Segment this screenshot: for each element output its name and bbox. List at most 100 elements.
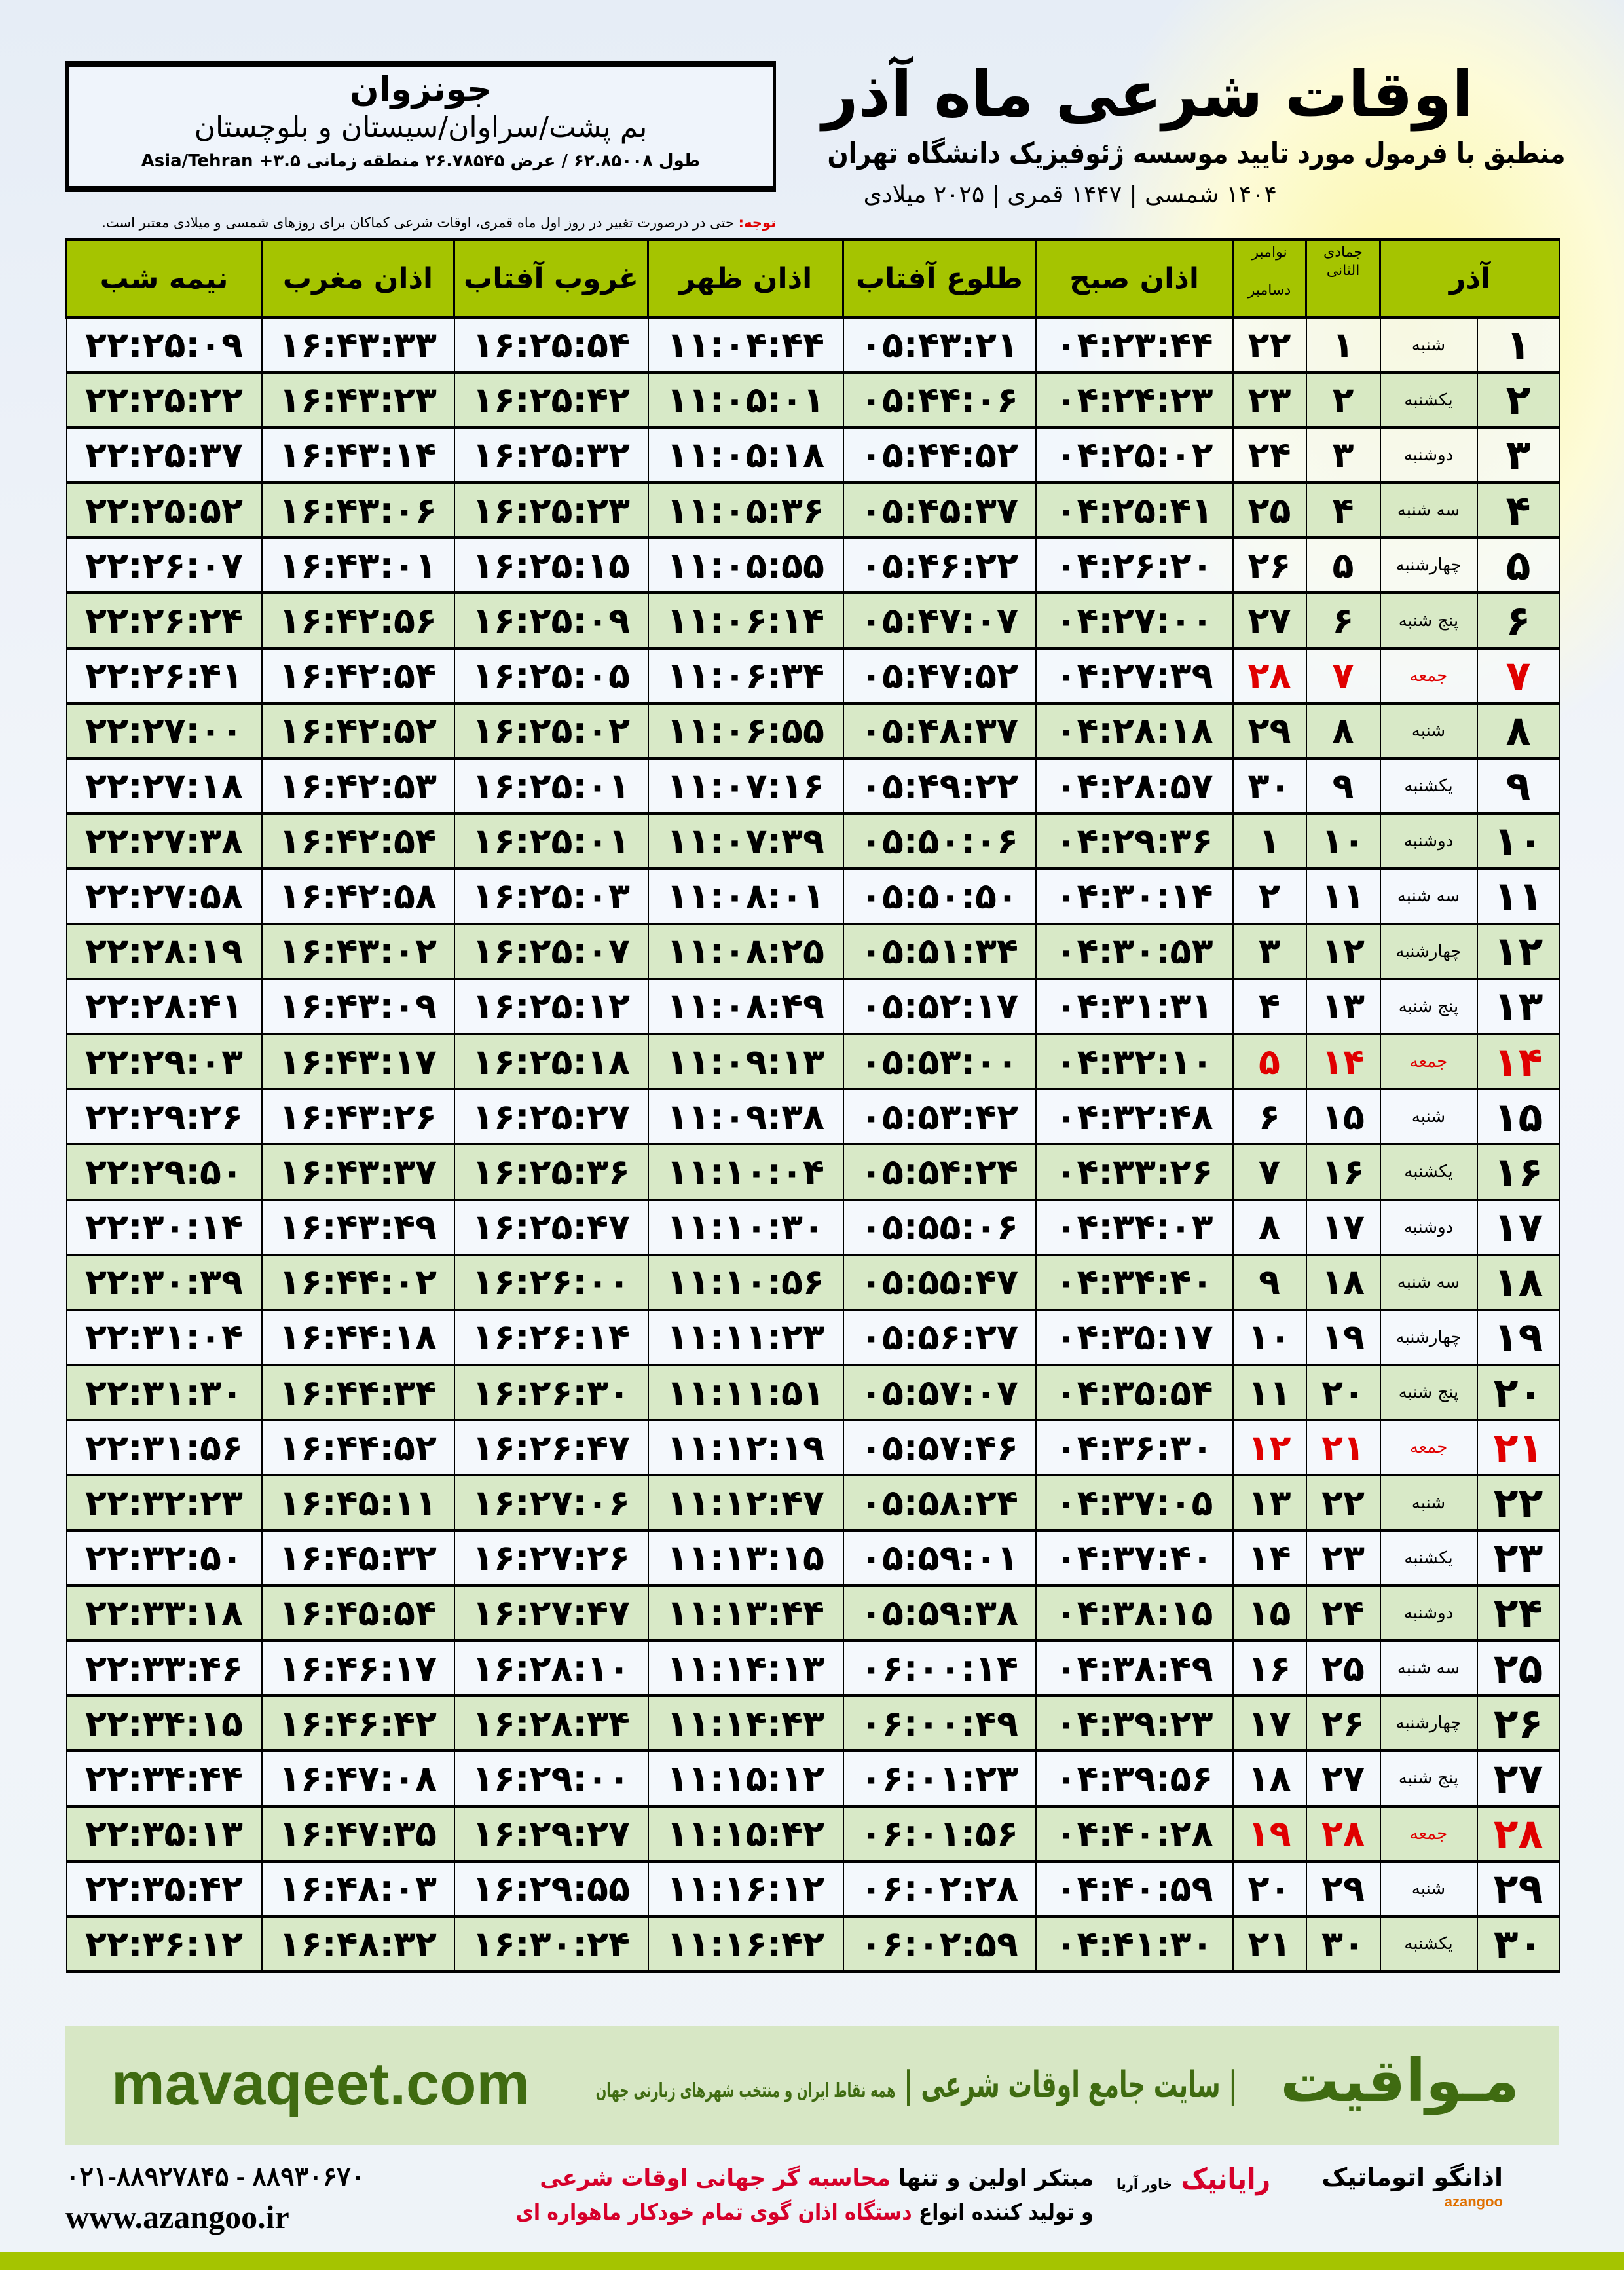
fajr-time-cell: ۰۴:۲۵:۰۲: [1035, 426, 1234, 485]
azar-day: ۹: [1505, 762, 1531, 810]
fajr-time: ۰۴:۲۵:۰۲: [1055, 434, 1213, 476]
weekday-cell: سه شنبه: [1379, 1253, 1478, 1311]
table-row: ۱۴ جمعه ۱۴ ۵ ۰۴:۳۲:۱۰ ۰۵:۵۳:۰۰ ۱۱:۰۹:۱۳ ۱۶:۲۵:۱…: [65, 1032, 1560, 1091]
dhuhr-time: ۱۱:۰۸:۰۱: [667, 875, 824, 917]
gregorian-day-cell: ۲۱: [1232, 1914, 1307, 1973]
weekday: پنج شنبه: [1398, 1383, 1459, 1403]
azar-day: ۵: [1505, 541, 1531, 589]
fajr-time: ۰۴:۲۴:۲۳: [1055, 379, 1213, 421]
weekday: چهارشنبه: [1395, 555, 1462, 576]
maghrib-time-cell: ۱۶:۴۲:۵۸: [261, 867, 455, 925]
weekday-cell: پنج شنبه: [1379, 1364, 1478, 1422]
fajr-time: ۰۴:۳۱:۳۱: [1055, 986, 1213, 1028]
midnight-time-cell: ۲۲:۳۱:۵۶: [65, 1419, 263, 1477]
table-header: آذر جمادی الثانی نوامبر دسامبر اذان صبح ط…: [65, 238, 1560, 319]
sunset-time: ۱۶:۲۹:۰۰: [472, 1757, 630, 1799]
fajr-time: ۰۴:۲۶:۲۰: [1055, 544, 1213, 586]
azar-day-cell: ۹: [1476, 756, 1560, 815]
gregorian-day: ۱۸: [1247, 1757, 1291, 1799]
maghrib-time: ۱۶:۴۳:۲۶: [279, 1096, 437, 1138]
gregorian-day-cell: ۲۷: [1232, 591, 1307, 650]
weekday-cell: چهارشنبه: [1379, 536, 1478, 595]
hijri-day: ۳۰: [1321, 1923, 1365, 1965]
city-name: جونزوان: [350, 70, 492, 109]
azangoo-logo: اذانگو اتوماتیک azangoo: [1287, 2161, 1503, 2211]
maghrib-time: ۱۶:۴۳:۲۳: [279, 379, 437, 421]
azangoo-name-line: اذانگو اتوماتیک: [1287, 2161, 1503, 2193]
gregorian-day-cell: ۱۰: [1232, 1308, 1307, 1367]
fajr-time: ۰۴:۳۲:۴۸: [1055, 1096, 1213, 1138]
weekday: شنبه: [1411, 720, 1446, 741]
midnight-time-cell: ۲۲:۲۹:۲۶: [65, 1088, 263, 1146]
maghrib-time-cell: ۱۶:۴۳:۰۲: [261, 922, 455, 980]
gregorian-day-cell: ۱۱: [1232, 1364, 1307, 1422]
azar-day: ۱۹: [1493, 1313, 1543, 1362]
azar-day-cell: ۸: [1476, 701, 1560, 760]
sunrise-time: ۰۶:۰۲:۵۹: [860, 1923, 1018, 1965]
sunrise-time: ۰۵:۵۸:۲۴: [860, 1482, 1018, 1524]
azar-day-cell: ۱۹: [1476, 1308, 1560, 1367]
hijri-day-cell: ۱۱: [1305, 867, 1381, 925]
dhuhr-time-cell: ۱۱:۱۶:۴۲: [647, 1914, 844, 1973]
phone-numbers: ۰۲۱-۸۸۹۲۷۸۴۵ - ۸۸۹۳۰۶۷۰: [65, 2163, 365, 2191]
sunrise-time: ۰۵:۵۵:۴۷: [860, 1261, 1018, 1303]
weekday: دوشنبه: [1403, 831, 1454, 851]
midnight-time-cell: ۲۲:۲۵:۳۷: [65, 426, 263, 485]
sunrise-time-cell: ۰۵:۴۹:۲۲: [842, 756, 1037, 815]
dhuhr-time-cell: ۱۱:۰۵:۱۸: [647, 426, 844, 485]
weekday: چهارشنبه: [1395, 1713, 1462, 1734]
midnight-time-cell: ۲۲:۲۷:۱۸: [65, 756, 263, 815]
gregorian-day: ۱۴: [1247, 1537, 1291, 1579]
azar-day: ۸: [1505, 707, 1531, 755]
table-row: ۱۵ شنبه ۱۵ ۶ ۰۴:۳۲:۴۸ ۰۵:۵۳:۴۲ ۱۱:۰۹:۳۸ ۱۶:۲۵:۲…: [65, 1088, 1560, 1146]
fajr-time-cell: ۰۴:۲۷:۳۹: [1035, 646, 1234, 705]
weekday-cell: یکشنبه: [1379, 1529, 1478, 1587]
rayanik-content: رایانیک خاور آریا: [1116, 2161, 1270, 2203]
gregorian-day: ۲: [1259, 875, 1280, 917]
azar-day: ۲۸: [1493, 1810, 1543, 1858]
dhuhr-time-cell: ۱۱:۱۳:۴۴: [647, 1584, 844, 1643]
hijri-day: ۳: [1332, 434, 1354, 476]
gregorian-day-cell: ۱۹: [1232, 1804, 1307, 1863]
dhuhr-time-cell: ۱۱:۱۰:۳۰: [647, 1198, 844, 1256]
site-url-line: mavaqeet.com: [111, 2049, 557, 2119]
weekday-cell: جمعه: [1379, 1804, 1478, 1863]
weekday-cell: پنج شنبه: [1379, 1749, 1478, 1808]
hijri-day-cell: ۱۳: [1305, 977, 1381, 1035]
site-url[interactable]: mavaqeet.com: [111, 2051, 530, 2117]
hijri-day-cell: ۲۴: [1305, 1584, 1381, 1643]
sunset-time-cell: ۱۶:۲۹:۲۷: [453, 1804, 649, 1863]
gregorian-day: ۲۹: [1247, 710, 1291, 752]
sunrise-time-cell: ۰۵:۴۶:۲۲: [842, 536, 1037, 595]
midnight-time-cell: ۲۲:۲۶:۰۷: [65, 536, 263, 595]
gregorian-day: ۱۰: [1247, 1316, 1291, 1358]
maghrib-time-cell: ۱۶:۴۳:۱۷: [261, 1032, 455, 1091]
gregorian-day-cell: ۲: [1232, 867, 1307, 925]
sunset-time-cell: ۱۶:۲۵:۰۹: [453, 591, 649, 650]
table-row: ۲۰ پنج شنبه ۲۰ ۱۱ ۰۴:۳۵:۵۴ ۰۵:۵۷:۰۷ ۱۱:۱۱:۵۱ ۱۶…: [65, 1364, 1560, 1422]
azangoo-url[interactable]: www.azangoo.ir: [65, 2199, 289, 2235]
midnight-time: ۲۲:۳۴:۱۵: [85, 1702, 243, 1744]
sunset-time: ۱۶:۳۰:۲۴: [472, 1923, 630, 1965]
table-row: ۶ پنج شنبه ۶ ۲۷ ۰۴:۲۷:۰۰ ۰۵:۴۷:۰۷ ۱۱:۰۶:۱۴ ۱۶:۲…: [65, 591, 1560, 650]
sunset-time-cell: ۱۶:۳۰:۲۴: [453, 1914, 649, 1973]
fajr-time: ۰۴:۳۲:۱۰: [1055, 1041, 1213, 1083]
midnight-time-cell: ۲۲:۳۰:۳۹: [65, 1253, 263, 1311]
sunset-time-cell: ۱۶:۲۵:۰۷: [453, 922, 649, 980]
col-sunrise: طلوع آفتاب: [842, 238, 1037, 319]
hijri-day: ۱۱: [1321, 875, 1365, 917]
dhuhr-time: ۱۱:۱۳:۴۴: [667, 1592, 824, 1634]
azar-day: ۴: [1505, 486, 1531, 534]
maghrib-time: ۱۶:۴۴:۳۴: [279, 1371, 437, 1413]
sunrise-time-cell: ۰۵:۵۳:۴۲: [842, 1088, 1037, 1146]
fajr-time: ۰۴:۳۰:۱۴: [1055, 875, 1213, 917]
azar-day: ۱۶: [1493, 1147, 1543, 1196]
col-fajr: اذان صبح: [1035, 238, 1234, 319]
col-december-label: دسامبر: [1247, 282, 1291, 299]
hijri-day-cell: ۱۰: [1305, 812, 1381, 870]
gregorian-day-cell: ۶: [1232, 1088, 1307, 1146]
mavaqeet-banner: mavaqeet.com | سایت جامع اوقات شرعی | هم…: [65, 2026, 1559, 2145]
sunset-time: ۱۶:۲۵:۴۷: [472, 1206, 630, 1248]
sunset-time: ۱۶:۲۵:۲۳: [472, 489, 630, 531]
azar-day: ۲۳: [1493, 1534, 1543, 1582]
